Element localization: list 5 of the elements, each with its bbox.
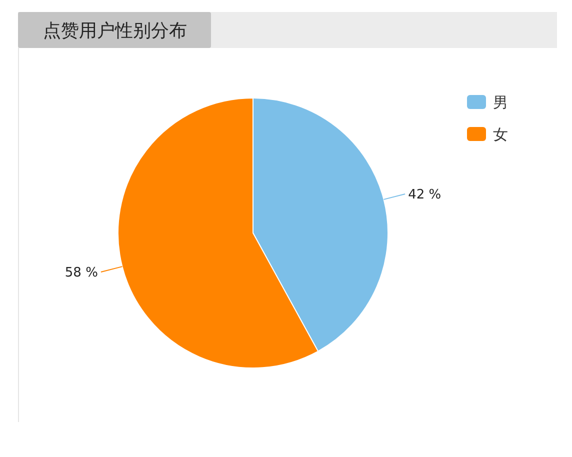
legend-label: 男 xyxy=(493,93,508,112)
chart-title: 点赞用户性别分布 xyxy=(43,20,187,42)
data-label: 58 % xyxy=(64,266,98,281)
legend-label: 女 xyxy=(493,125,508,144)
data-label: 42 % xyxy=(408,188,442,203)
